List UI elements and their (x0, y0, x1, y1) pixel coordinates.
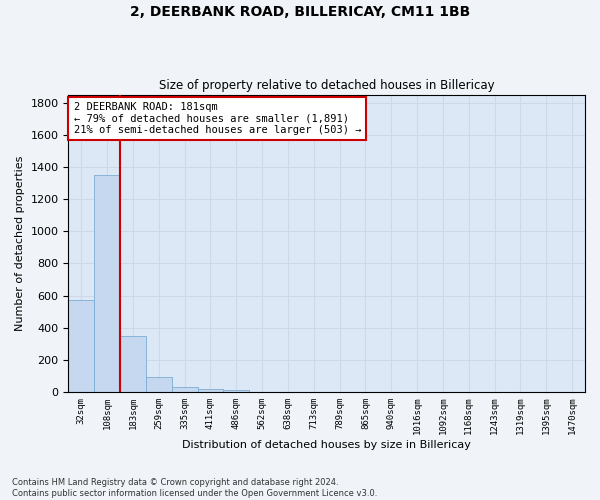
Text: 2, DEERBANK ROAD, BILLERICAY, CM11 1BB: 2, DEERBANK ROAD, BILLERICAY, CM11 1BB (130, 5, 470, 19)
Bar (120, 336, 146, 392)
Title: Size of property relative to detached houses in Billericay: Size of property relative to detached ho… (159, 79, 494, 92)
Bar (94, 175, 120, 392)
Text: Contains HM Land Registry data © Crown copyright and database right 2024.
Contai: Contains HM Land Registry data © Crown c… (12, 478, 377, 498)
Bar (197, 388, 223, 392)
X-axis label: Distribution of detached houses by size in Billericay: Distribution of detached houses by size … (182, 440, 471, 450)
Bar (172, 387, 197, 392)
Bar (146, 376, 172, 392)
Bar (223, 390, 249, 392)
Bar (68, 300, 94, 392)
Text: 2 DEERBANK ROAD: 181sqm
← 79% of detached houses are smaller (1,891)
21% of semi: 2 DEERBANK ROAD: 181sqm ← 79% of detache… (74, 102, 361, 135)
Y-axis label: Number of detached properties: Number of detached properties (15, 156, 25, 331)
